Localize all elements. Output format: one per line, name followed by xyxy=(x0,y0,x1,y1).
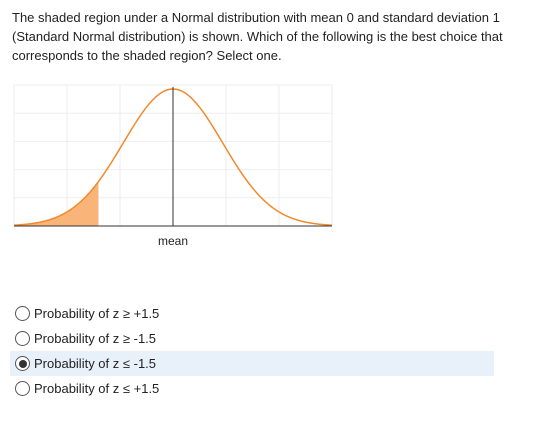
shaded-region xyxy=(14,181,99,226)
mean-label: mean xyxy=(158,234,188,248)
option-label: Probability of z ≤ +1.5 xyxy=(34,381,160,396)
radio-button[interactable] xyxy=(15,306,30,321)
option-label: Probability of z ≤ -1.5 xyxy=(34,356,157,371)
radio-button[interactable] xyxy=(15,331,30,346)
option-label: Probability of z ≥ -1.5 xyxy=(34,331,157,346)
option-row[interactable]: Probability of z ≥ -1.5 xyxy=(10,326,494,351)
option-row[interactable]: Probability of z ≥ +1.5 xyxy=(10,301,494,326)
option-row[interactable]: Probability of z ≤ -1.5 xyxy=(10,351,494,376)
option-row[interactable]: Probability of z ≤ +1.5 xyxy=(10,376,494,401)
radio-button[interactable] xyxy=(15,381,30,396)
option-label: Probability of z ≥ +1.5 xyxy=(34,306,160,321)
question-text: The shaded region under a Normal distrib… xyxy=(12,10,503,63)
radio-button[interactable] xyxy=(15,356,30,371)
answer-options: Probability of z ≥ +1.5 Probability of z… xyxy=(10,301,494,401)
